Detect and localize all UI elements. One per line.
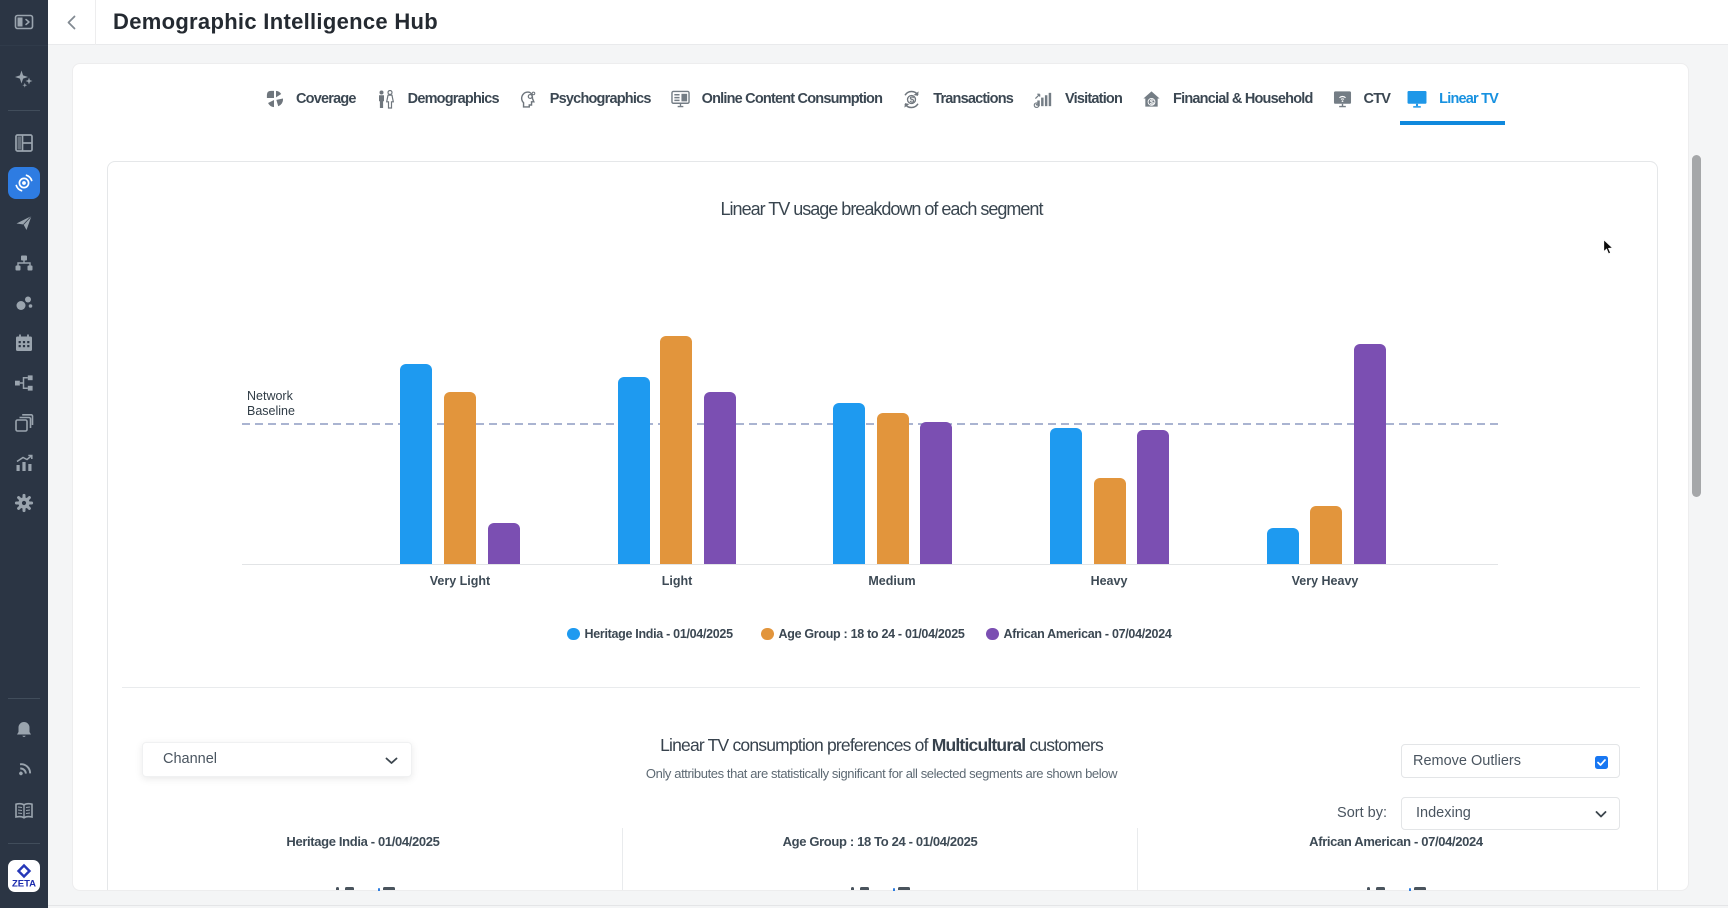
svg-text:ZETA: ZETA [12, 879, 36, 890]
svg-text:$: $ [910, 94, 915, 104]
svg-text:$: $ [1150, 98, 1154, 106]
